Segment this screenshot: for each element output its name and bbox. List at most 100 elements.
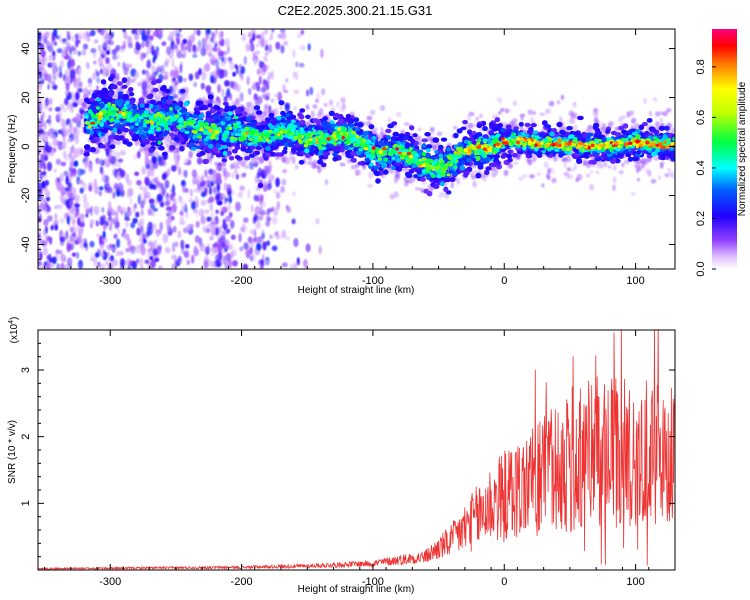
haze-cell (367, 171, 374, 179)
noise-cell (255, 43, 260, 48)
noise-cell (48, 107, 53, 112)
ridge-cell (169, 145, 176, 151)
noise-cell (201, 37, 208, 46)
haze-cell (621, 162, 625, 168)
noise-cell (66, 242, 71, 252)
noise-cell (291, 218, 296, 225)
noise-cell (222, 69, 228, 78)
noise-cell (107, 201, 112, 209)
noise-cell (250, 253, 256, 262)
haze-cell (217, 162, 223, 168)
noise-cell (197, 184, 201, 194)
noise-cell (243, 242, 249, 250)
noise-cell (260, 194, 264, 202)
noise-cell (61, 253, 65, 262)
haze-cell (170, 71, 176, 77)
ridge-cell (152, 87, 159, 93)
noise-cell (192, 177, 196, 185)
haze-cell (543, 161, 549, 169)
noise-cell (234, 64, 238, 69)
noise-cell (200, 215, 206, 225)
noise-cell (275, 191, 281, 199)
noise-cell (176, 50, 183, 59)
haze-cell (336, 101, 340, 108)
noise-cell (247, 32, 251, 38)
noise-cell (70, 146, 73, 154)
ridge-cell (412, 133, 418, 138)
noise-cell (158, 156, 163, 161)
ridge-cell (257, 182, 264, 189)
haze-cell (282, 169, 287, 174)
haze-cell (551, 177, 557, 184)
haze-cell (572, 101, 577, 108)
noise-cell (177, 75, 183, 83)
noise-cell (77, 67, 81, 76)
noise-cell (55, 249, 60, 255)
noise-cell (138, 237, 143, 243)
noise-cell (46, 161, 53, 172)
haze-cell (548, 108, 552, 115)
noise-cell (218, 40, 224, 46)
noise-cell (209, 236, 214, 241)
haze-cell (548, 100, 555, 107)
noise-cell (173, 29, 179, 36)
noise-cell (145, 163, 151, 170)
noise-cell (117, 61, 121, 67)
noise-cell (40, 49, 46, 58)
noise-cell (85, 213, 89, 218)
noise-cell (138, 29, 143, 33)
noise-cell (229, 80, 235, 89)
noise-cell (99, 221, 105, 226)
noise-cell (72, 102, 78, 108)
haze-cell (258, 87, 264, 92)
haze-cell (234, 165, 241, 170)
noise-cell (47, 73, 52, 83)
haze-cell (527, 158, 533, 166)
haze-cell (652, 97, 658, 102)
haze-cell (630, 117, 637, 124)
noise-cell (125, 221, 129, 228)
spectrogram-marks (38, 29, 675, 269)
noise-cell (215, 209, 219, 214)
noise-cell (64, 90, 70, 96)
haze-cell (99, 63, 105, 69)
noise-cell (208, 43, 213, 52)
noise-cell (196, 46, 201, 52)
noise-cell (256, 242, 262, 251)
noise-cell (178, 255, 182, 262)
noise-cell (255, 81, 260, 89)
noise-cell (230, 220, 235, 229)
noise-cell (72, 231, 76, 237)
haze-cell (284, 157, 291, 165)
noise-cell (149, 255, 154, 261)
noise-cell (206, 177, 210, 186)
haze-cell (366, 115, 373, 121)
haze-cell (575, 177, 580, 183)
haze-cell (81, 102, 87, 107)
noise-cell (233, 169, 238, 174)
noise-cell (192, 44, 197, 52)
noise-cell (196, 29, 201, 36)
ridge-cell (368, 124, 375, 130)
noise-cell (192, 208, 198, 214)
haze-cell (529, 174, 535, 179)
noise-cell (172, 198, 177, 205)
noise-cell (125, 247, 131, 253)
noise-cell (56, 114, 62, 121)
haze-cell (630, 191, 637, 197)
haze-cell (367, 183, 374, 188)
noise-cell (148, 79, 152, 89)
noise-cell (241, 223, 247, 233)
haze-cell (316, 93, 321, 101)
noise-cell (171, 263, 175, 269)
noise-cell (300, 29, 304, 35)
haze-cell (603, 161, 608, 168)
haze-cell (339, 162, 346, 167)
noise-cell (88, 185, 93, 192)
noise-cell (80, 169, 86, 175)
noise-cell (270, 32, 274, 40)
noise-cell (258, 215, 264, 221)
noise-cell (254, 206, 261, 215)
noise-cell (173, 205, 178, 210)
noise-cell (193, 188, 199, 193)
